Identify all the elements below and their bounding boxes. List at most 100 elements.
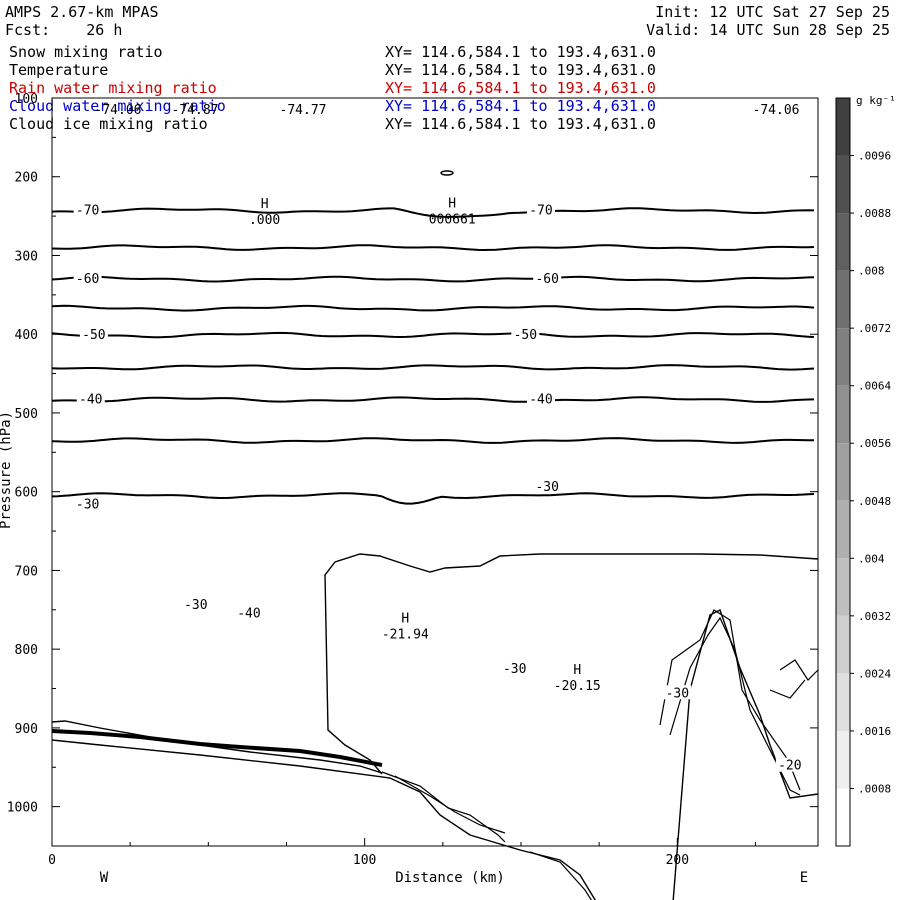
x-axis-label: Distance (km) <box>395 870 505 886</box>
valid-time: Valid: 14 UTC Sun 28 Sep 25 <box>646 21 890 39</box>
terrain-contours <box>51 170 819 900</box>
isotherm-label: -40 <box>79 393 102 408</box>
terrain-label-bg <box>500 660 529 675</box>
x-tick-label: 100 <box>353 853 376 868</box>
y-axis-label: Pressure (hPa) <box>0 411 14 529</box>
isotherm-label-bg <box>526 391 555 406</box>
colorbar-segment <box>836 328 850 386</box>
isotherm-label-bg <box>511 326 540 341</box>
isotherm-line <box>51 304 815 312</box>
colorbar-tick-label: .0032 <box>858 610 891 623</box>
isotherm-line <box>51 437 814 444</box>
terrain-label-bg <box>775 757 804 772</box>
small-cloud-contour <box>440 170 454 176</box>
colorbar-tick-label: .0016 <box>858 725 891 738</box>
y-tick-label: 200 <box>15 171 38 186</box>
colorbar-segment <box>836 443 850 501</box>
colorbar-segment <box>836 270 850 329</box>
colorbar-tick-label: .0072 <box>858 322 891 335</box>
isotherm-line <box>51 331 815 339</box>
field-xy: XY= 114.6,584.1 to 193.4,631.0 <box>385 43 656 61</box>
extremum-marker: H <box>573 663 581 678</box>
terrain-label: -30 <box>503 662 526 677</box>
isotherm-label: -60 <box>76 272 99 287</box>
west-label: W <box>100 870 109 886</box>
isotherm-label: -50 <box>82 328 105 343</box>
extremum-value: -21.94 <box>382 627 429 642</box>
field-xy: XY= 114.6,584.1 to 193.4,631.0 <box>385 97 656 115</box>
y-tick-label: 500 <box>15 407 38 422</box>
field-name: Rain water mixing ratio <box>9 79 217 97</box>
isotherm-label-bg <box>533 478 562 493</box>
colorbar-segment <box>836 558 850 616</box>
plot-frame <box>51 97 819 847</box>
colorbar-tick-label: .004 <box>858 552 885 565</box>
extremum-value: 000661 <box>429 212 476 227</box>
isotherm-label: -30 <box>535 480 558 495</box>
colorbar-tick-label: .0064 <box>858 380 891 393</box>
colorbar-segment <box>836 155 850 214</box>
y-tick-label: 100 <box>15 92 38 107</box>
cloud-contour <box>324 553 819 775</box>
field-name: Snow mixing ratio <box>9 43 163 61</box>
isotherm-label-bg <box>73 202 102 217</box>
y-tick-label: 900 <box>15 722 38 737</box>
isotherm-line <box>51 396 815 403</box>
colorbar-tick-label: .008 <box>858 265 885 278</box>
colorbar-segment <box>836 673 850 731</box>
y-tick-label: 800 <box>15 643 38 658</box>
colorbar: g kg⁻¹ .0096 .0088 .008 .0072 .0064 .0056 .0048… <box>835 94 896 847</box>
colorbar-frame <box>835 97 851 847</box>
top-label: -74.06 <box>95 103 142 118</box>
colorbar-segment <box>836 500 850 559</box>
east-label: E <box>800 870 808 886</box>
isotherm-label: -70 <box>529 204 552 219</box>
init-time: Init: 12 UTC Sat 27 Sep 25 <box>655 3 890 21</box>
colorbar-tick-label: .0024 <box>858 667 891 680</box>
terrain-contour <box>669 616 801 796</box>
colorbar-tick-label: .0008 <box>858 782 891 795</box>
isotherm-label: -50 <box>514 328 537 343</box>
extremum-marker: H <box>401 611 409 626</box>
terrain-label-bg <box>234 605 263 620</box>
isotherm-label-bg <box>533 271 562 286</box>
field-xy: XY= 114.6,584.1 to 193.4,631.0 <box>385 79 656 97</box>
contour-labels: -70 -70-60 -60-50 -50-40 -40-30-30H.000H0006… <box>73 103 804 774</box>
field-xy: XY= 114.6,584.1 to 193.4,631.0 <box>385 115 656 133</box>
extremum-marker: H <box>448 196 456 211</box>
model-title: AMPS 2.67-km MPAS <box>5 3 159 21</box>
x-tick-label: 0 <box>48 853 56 868</box>
terrain-contour <box>659 609 801 791</box>
y-tick-label: 1000 <box>7 801 38 816</box>
terrain-label-bg <box>181 597 210 612</box>
field-name: Cloud water mixing ratio <box>9 97 226 115</box>
top-label: -74.87 <box>172 103 219 118</box>
terrain-contour <box>381 771 506 843</box>
isotherm-label-bg <box>76 391 105 406</box>
isotherm-label-bg <box>526 202 555 217</box>
extremum-value: -20.15 <box>554 679 601 694</box>
isotherm-label: -30 <box>76 497 99 512</box>
terrain-contour <box>769 679 806 699</box>
isotherm-line <box>51 364 815 371</box>
isotherm-layer <box>51 207 815 505</box>
extremum-value: .000 <box>249 213 280 228</box>
colorbar-segment <box>836 98 850 156</box>
isotherm-line <box>51 207 815 218</box>
field-name: Temperature <box>9 61 109 79</box>
terrain-label: -40 <box>237 607 260 622</box>
terrain-contour <box>779 659 819 681</box>
colorbar-tick-label: .0096 <box>858 150 891 163</box>
terrain-label: -30 <box>184 598 207 613</box>
colorbar-segment <box>836 213 850 271</box>
y-tick-label: 700 <box>15 564 38 579</box>
field-xy: XY= 114.6,584.1 to 193.4,631.0 <box>385 61 656 79</box>
isotherm-label: -70 <box>76 204 99 219</box>
isotherm-line <box>51 244 815 252</box>
colorbar-tick-label: .0056 <box>858 437 891 450</box>
isotherm-line <box>51 275 815 283</box>
isotherm-label: -40 <box>529 393 552 408</box>
terrain-contour <box>394 775 506 834</box>
axes: 100 200 300 400 500 600 700 800 900 1000 0 100 200 Di… <box>0 92 818 886</box>
